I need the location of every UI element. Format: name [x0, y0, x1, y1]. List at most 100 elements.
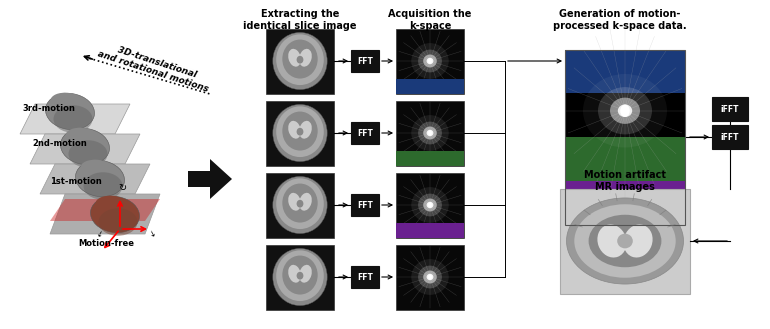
Bar	[396, 29, 464, 93]
Ellipse shape	[598, 224, 627, 258]
Ellipse shape	[411, 259, 449, 295]
Polygon shape	[50, 194, 160, 234]
Ellipse shape	[424, 198, 437, 212]
Ellipse shape	[61, 128, 109, 164]
Ellipse shape	[624, 224, 653, 258]
Text: FFT: FFT	[357, 57, 373, 65]
Text: 2nd-motion: 2nd-motion	[32, 139, 87, 148]
Text: iFFT: iFFT	[721, 133, 739, 141]
Ellipse shape	[598, 87, 652, 134]
Bar	[396, 79, 464, 93]
Bar	[266, 29, 334, 93]
Ellipse shape	[276, 178, 324, 229]
Ellipse shape	[99, 208, 138, 236]
Ellipse shape	[91, 196, 139, 233]
Ellipse shape	[588, 215, 661, 267]
Bar	[396, 223, 464, 238]
Text: Extracting the
identical slice image: Extracting the identical slice image	[243, 9, 357, 31]
Ellipse shape	[51, 93, 83, 110]
Ellipse shape	[424, 126, 437, 139]
Text: FFT: FFT	[357, 272, 373, 282]
Text: FFT: FFT	[357, 129, 373, 138]
Ellipse shape	[45, 93, 95, 130]
Text: 3rd-motion: 3rd-motion	[22, 104, 75, 113]
Ellipse shape	[428, 59, 432, 63]
Ellipse shape	[299, 121, 312, 139]
Ellipse shape	[411, 187, 449, 223]
Polygon shape	[40, 164, 150, 194]
Bar	[565, 49, 685, 224]
Text: Motion-free: Motion-free	[78, 239, 134, 248]
Ellipse shape	[427, 130, 434, 136]
Ellipse shape	[288, 193, 301, 211]
Ellipse shape	[411, 43, 449, 79]
Bar	[565, 49, 685, 93]
Ellipse shape	[428, 202, 432, 208]
Text: Acquisition the
k-space: Acquisition the k-space	[388, 9, 472, 31]
Bar	[396, 151, 464, 165]
Ellipse shape	[299, 49, 312, 67]
Ellipse shape	[411, 115, 449, 151]
Ellipse shape	[427, 58, 434, 64]
Ellipse shape	[567, 198, 684, 284]
Ellipse shape	[427, 274, 434, 280]
Ellipse shape	[283, 184, 318, 222]
Ellipse shape	[418, 122, 442, 144]
Bar	[266, 172, 334, 238]
Ellipse shape	[95, 196, 129, 213]
Ellipse shape	[83, 172, 122, 200]
Ellipse shape	[81, 160, 113, 177]
Ellipse shape	[288, 265, 301, 283]
Bar	[560, 189, 690, 293]
Ellipse shape	[273, 176, 327, 234]
Ellipse shape	[69, 140, 108, 168]
Ellipse shape	[283, 112, 318, 151]
Bar	[266, 100, 334, 165]
Text: iFFT: iFFT	[721, 105, 739, 114]
Polygon shape	[20, 104, 130, 134]
Ellipse shape	[618, 234, 633, 248]
Ellipse shape	[283, 39, 318, 79]
Ellipse shape	[273, 248, 327, 306]
Bar	[396, 244, 464, 310]
Ellipse shape	[53, 105, 92, 133]
Ellipse shape	[296, 56, 303, 63]
Ellipse shape	[424, 270, 437, 284]
Ellipse shape	[428, 130, 432, 136]
Bar	[712, 125, 748, 149]
Ellipse shape	[620, 105, 630, 117]
Ellipse shape	[299, 265, 312, 283]
Bar	[565, 93, 685, 137]
Ellipse shape	[276, 34, 324, 85]
Ellipse shape	[75, 160, 125, 197]
Ellipse shape	[574, 204, 676, 278]
Ellipse shape	[299, 193, 312, 211]
Text: Motion artifact
MR images: Motion artifact MR images	[584, 170, 666, 192]
Bar	[712, 97, 748, 121]
Ellipse shape	[418, 266, 442, 289]
Polygon shape	[50, 199, 160, 221]
Polygon shape	[188, 159, 232, 199]
Text: ↘: ↘	[147, 229, 157, 240]
Ellipse shape	[276, 106, 324, 157]
Bar	[396, 100, 464, 165]
Bar	[351, 194, 379, 216]
Ellipse shape	[288, 121, 301, 139]
Ellipse shape	[583, 74, 667, 147]
Ellipse shape	[418, 194, 442, 216]
Ellipse shape	[283, 256, 318, 294]
Ellipse shape	[273, 104, 327, 162]
Ellipse shape	[428, 274, 432, 280]
Ellipse shape	[296, 128, 303, 136]
Bar	[565, 137, 685, 181]
Ellipse shape	[296, 200, 303, 208]
Bar	[266, 244, 334, 310]
Ellipse shape	[273, 32, 327, 89]
Bar	[351, 266, 379, 288]
Ellipse shape	[427, 202, 434, 208]
Bar	[351, 50, 379, 72]
Text: ↙: ↙	[95, 229, 105, 240]
Text: 3D-translational
and rotational motions: 3D-translational and rotational motions	[97, 40, 213, 94]
Ellipse shape	[618, 104, 632, 117]
Ellipse shape	[288, 49, 301, 67]
